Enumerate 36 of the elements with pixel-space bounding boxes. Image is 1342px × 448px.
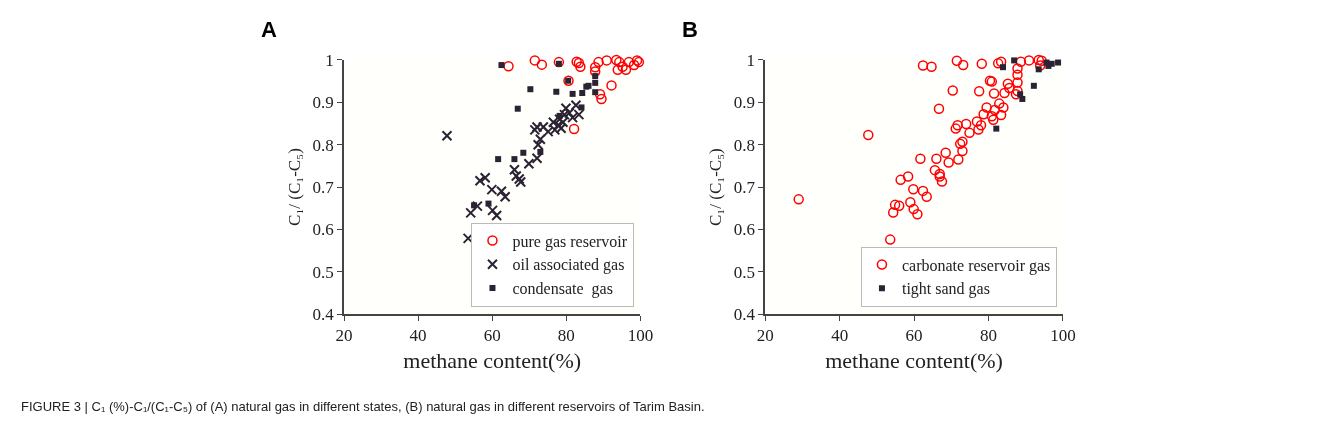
chart-title: B bbox=[682, 17, 698, 42]
y-tick-label: 0.9 bbox=[733, 93, 756, 113]
y-tick-label: 1 bbox=[325, 50, 334, 70]
y-tick-label: 0.4 bbox=[312, 305, 335, 325]
x-tick-label: 100 bbox=[627, 326, 654, 346]
x-tick-label: 80 bbox=[557, 326, 575, 346]
x-tick-label: 40 bbox=[831, 326, 849, 346]
x-tick-label: 20 bbox=[335, 326, 353, 346]
caption: FIGURE 3 | C₁ (%)-C₁/(C₁-C₅) of (A) natural gas in different states, (B) natural gas in different reservoirs of Tarim Basin. bbox=[21, 399, 705, 414]
x-tick-label: 60 bbox=[483, 326, 501, 346]
y-tick-label: 0.5 bbox=[733, 262, 756, 282]
y-tick-label: 0.9 bbox=[312, 93, 334, 113]
legend-label: oil associated gas bbox=[512, 256, 625, 275]
legend-label: tight sand gas bbox=[901, 280, 990, 299]
y-axis-title: C₁/ (C₁-C₅) bbox=[284, 148, 304, 226]
y-tick-label: 0.8 bbox=[733, 135, 756, 155]
y-tick-label: 0.6 bbox=[312, 220, 334, 240]
y-tick-label: 1 bbox=[746, 50, 756, 70]
legend-label: condensate gas bbox=[512, 280, 613, 299]
x-axis-title: methane content(%) bbox=[403, 347, 582, 373]
y-axis-title: C₁/ (C₁-C₅) bbox=[705, 148, 725, 226]
chart-title: A bbox=[261, 17, 277, 42]
y-tick-label: 0.4 bbox=[733, 305, 756, 325]
legend-label: carbonate reservoir gas bbox=[901, 256, 1051, 275]
x-tick-label: 80 bbox=[979, 326, 997, 346]
y-tick-label: 0.8 bbox=[312, 135, 334, 155]
x-tick-label: 20 bbox=[756, 326, 774, 346]
legend-label: pure gas reservoir bbox=[512, 232, 628, 251]
x-tick-label: 40 bbox=[409, 326, 427, 346]
x-tick-label: 60 bbox=[905, 326, 923, 346]
x-tick-label: 100 bbox=[1050, 326, 1076, 346]
y-tick-label: 0.6 bbox=[733, 220, 756, 240]
y-tick-label: 0.5 bbox=[312, 262, 334, 282]
x-axis-title: methane content(%) bbox=[825, 347, 1003, 373]
y-tick-label: 0.7 bbox=[733, 178, 756, 198]
y-tick-label: 0.7 bbox=[312, 178, 335, 198]
